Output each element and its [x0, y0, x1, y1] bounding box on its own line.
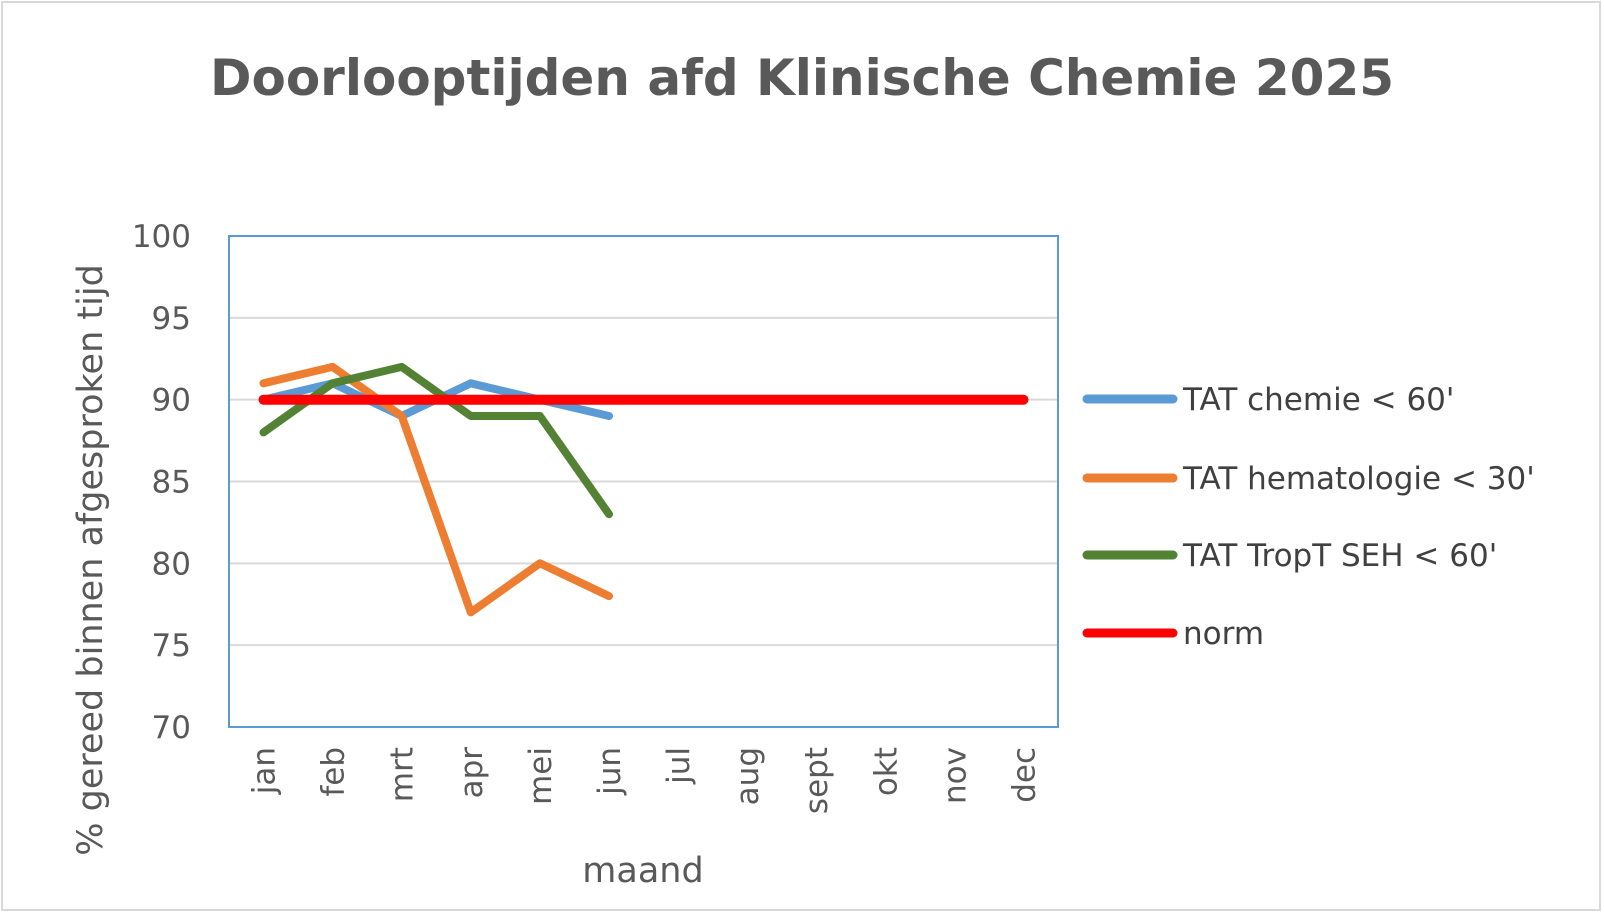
legend-item: TAT chemie < 60': [1082, 382, 1454, 418]
x-tick-label: jan: [247, 747, 283, 795]
y-tick-label: 75: [152, 628, 191, 664]
x-axis-ticks: jan feb mrt apr mei jun jul aug sept okt nov dec: [247, 747, 1043, 814]
x-tick-label: aug: [730, 747, 766, 805]
x-tick-label: okt: [868, 747, 904, 796]
x-tick-label: feb: [316, 747, 352, 797]
chart-title: Doorlooptijden afd Klinische Chemie 2025: [210, 49, 1394, 107]
y-tick-label: 80: [152, 546, 191, 582]
plot-area-border: [228, 235, 1059, 728]
x-tick-label: mrt: [385, 747, 421, 802]
x-tick-label: dec: [1006, 747, 1042, 803]
legend: TAT chemie < 60' TAT hematologie < 30' TAT…: [1082, 382, 1535, 652]
legend-label: TAT hematologie < 30': [1182, 461, 1535, 497]
series-lines: [258, 362, 1029, 617]
gridlines: [229, 316, 1058, 647]
x-tick-label: jul: [661, 747, 697, 785]
legend-label: TAT TropT SEH < 60': [1182, 538, 1497, 574]
legend-item: norm: [1082, 616, 1264, 652]
y-tick-label: 100: [132, 219, 191, 255]
legend-item: TAT hematologie < 30': [1082, 461, 1535, 497]
x-tick-label: jun: [592, 747, 628, 796]
legend-label: TAT chemie < 60': [1182, 382, 1454, 418]
x-axis-title: maand: [582, 851, 703, 891]
x-tick-label: apr: [454, 747, 490, 799]
x-tick-label: sept: [799, 747, 835, 814]
y-tick-label: 90: [152, 383, 191, 419]
y-axis-ticks: 70 75 80 85 90 95 100: [132, 219, 191, 746]
y-tick-label: 70: [152, 710, 191, 746]
series-line: [259, 362, 613, 519]
x-tick-label: mei: [523, 747, 559, 805]
y-tick-label: 85: [152, 465, 191, 501]
y-axis-title: % gereed binnen afgesproken tijd: [71, 264, 111, 856]
legend-label: norm: [1183, 616, 1264, 652]
x-tick-label: nov: [937, 747, 973, 804]
y-tick-label: 95: [152, 301, 191, 337]
series-line: [259, 362, 613, 617]
legend-item: TAT TropT SEH < 60': [1082, 538, 1497, 574]
